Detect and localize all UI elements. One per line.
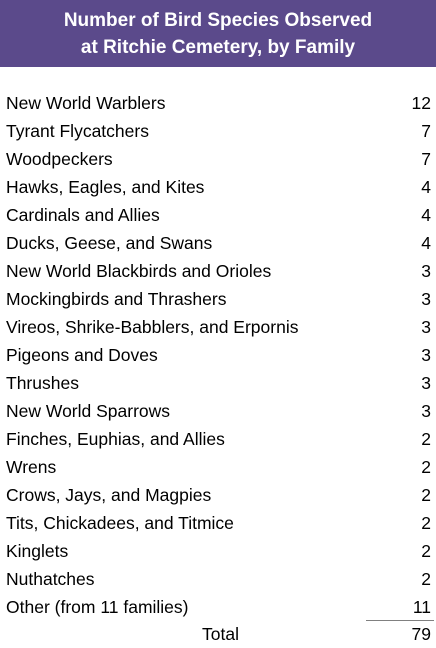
species-count: 2: [421, 569, 431, 589]
species-count: 7: [421, 149, 431, 169]
family-name: Other (from 11 families): [6, 597, 189, 617]
family-name: Tits, Chickadees, and Titmice: [6, 513, 234, 533]
family-name: Finches, Euphias, and Allies: [6, 429, 225, 449]
species-count: 4: [421, 205, 431, 225]
table-row: Kinglets 2: [0, 537, 436, 565]
species-count: 12: [411, 93, 431, 113]
table-row: Pigeons and Doves 3: [0, 341, 436, 369]
family-name: Mockingbirds and Thrashers: [6, 289, 227, 309]
species-count: 11: [412, 597, 431, 617]
family-name: Wrens: [6, 457, 57, 477]
family-name: Nuthatches: [6, 569, 95, 589]
table-row: Hawks, Eagles, and Kites 4: [0, 173, 436, 201]
family-name: Pigeons and Doves: [6, 345, 158, 365]
table-row: Thrushes 3: [0, 369, 436, 397]
family-name: Thrushes: [6, 373, 79, 393]
total-row: Total 79: [0, 621, 436, 648]
table-row: Other (from 11 families) 11: [0, 593, 436, 621]
total-divider: [366, 620, 434, 621]
species-count: 3: [421, 345, 431, 365]
species-table-body: New World Warblers 12 Tyrant Flycatchers 7 W…: [0, 89, 436, 621]
species-count: 7: [421, 121, 431, 141]
family-name: Cardinals and Allies: [6, 205, 160, 225]
species-count: 4: [421, 177, 431, 197]
table-row: Woodpeckers 7: [0, 145, 436, 173]
species-count: 2: [421, 429, 431, 449]
family-name: Crows, Jays, and Magpies: [6, 485, 212, 505]
table-row: Cardinals and Allies 4: [0, 201, 436, 229]
total-label: Total: [202, 624, 239, 644]
species-count: 2: [421, 541, 431, 561]
species-count: 2: [421, 513, 431, 533]
total-value: 79: [411, 624, 431, 644]
family-name: New World Blackbirds and Orioles: [6, 261, 272, 281]
table-row: Mockingbirds and Thrashers 3: [0, 285, 436, 313]
species-count: 2: [421, 457, 431, 477]
family-name: New World Warblers: [6, 93, 166, 113]
table-row: Nuthatches 2: [0, 565, 436, 593]
species-count: 2: [421, 485, 431, 505]
table-row: Vireos, Shrike-Babblers, and Erpornis 3: [0, 313, 436, 341]
table-row: Ducks, Geese, and Swans 4: [0, 229, 436, 257]
species-count: 4: [421, 233, 431, 253]
table-row: Tits, Chickadees, and Titmice 2: [0, 509, 436, 537]
family-name: Hawks, Eagles, and Kites: [6, 177, 205, 197]
table-title-line-1: Number of Bird Species Observed: [63, 9, 373, 31]
species-count: 3: [421, 373, 431, 393]
table-title-line-2: at Ritchie Cemetery, by Family: [80, 36, 356, 58]
species-count: 3: [421, 289, 431, 309]
family-name: New World Sparrows: [6, 401, 171, 421]
species-count: 3: [421, 317, 431, 337]
table-title-banner: Number of Bird Species Observed at Ritch…: [0, 0, 436, 67]
family-name: Tyrant Flycatchers: [6, 121, 149, 141]
table-row: New World Blackbirds and Orioles 3: [0, 257, 436, 285]
table-row: New World Sparrows 3: [0, 397, 436, 425]
table-row: Wrens 2: [0, 453, 436, 481]
table-row: Crows, Jays, and Magpies 2: [0, 481, 436, 509]
species-count: 3: [421, 261, 431, 281]
family-name: Vireos, Shrike-Babblers, and Erpornis: [6, 317, 299, 337]
table-row: Tyrant Flycatchers 7: [0, 117, 436, 145]
family-name: Woodpeckers: [6, 149, 113, 169]
table-row: Finches, Euphias, and Allies 2: [0, 425, 436, 453]
family-name: Ducks, Geese, and Swans: [6, 233, 213, 253]
family-name: Kinglets: [6, 541, 69, 561]
species-count: 3: [421, 401, 431, 421]
table-row: New World Warblers 12: [0, 89, 436, 117]
